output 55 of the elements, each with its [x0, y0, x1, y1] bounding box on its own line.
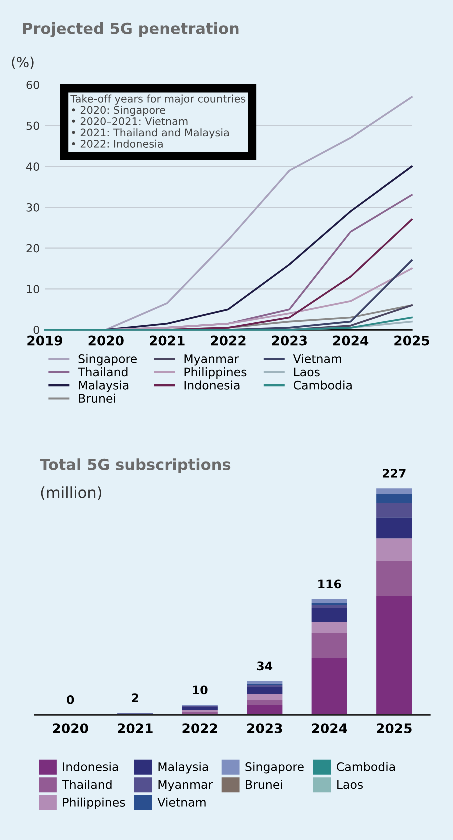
legend-label: Singapore [78, 354, 137, 366]
x-tick-label: 2022 [182, 724, 218, 734]
annotation: • 2021: Thailand and Malaysia [72, 128, 229, 139]
legend-label: Myanmar [158, 780, 214, 792]
y-tick-label: 30 [26, 203, 40, 212]
chart-title: Total 5G subscriptions [40, 458, 231, 474]
y-tick-label: 20 [26, 244, 40, 253]
x-tick-label: 2020 [53, 724, 88, 734]
legend-label: Indonesia [63, 762, 118, 772]
legend-label: Thailand [62, 780, 112, 790]
x-tick-label: 2023 [272, 336, 307, 346]
annotation: 116 [318, 580, 342, 589]
legend-label: Thailand [78, 368, 128, 377]
annotation: 10 [193, 686, 208, 695]
y-tick-label: 50 [26, 122, 40, 130]
legend-label: Myanmar [184, 354, 240, 366]
legend-label: Laos [338, 780, 364, 790]
legend-label: Laos [294, 368, 320, 377]
x-tick-label: 2025 [377, 724, 412, 734]
y-tick-label: 40 [26, 162, 40, 172]
legend-label: Malaysia [79, 380, 129, 392]
legend-label: Cambodia [294, 380, 352, 390]
legend-label: Vietnam [293, 354, 342, 364]
x-tick-label: 2021 [118, 724, 153, 734]
x-tick-label: 2020 [88, 336, 124, 346]
annotation: 34 [257, 662, 273, 671]
annotation: 227 [382, 469, 406, 478]
y-axis-title: (%) [12, 56, 34, 70]
annotation: Take-off years for major countries [70, 94, 246, 105]
y-tick-label: 60 [26, 80, 40, 90]
legend-label: Cambodia [337, 762, 396, 772]
x-tick-label: 2025 [394, 336, 430, 346]
legend-label: Vietnam [158, 798, 206, 807]
x-tick-label: 2024 [312, 724, 348, 734]
legend-label: Philippines [184, 368, 247, 379]
legend-label: Brunei [246, 780, 282, 790]
legend-label: Philippines [63, 798, 126, 810]
annotation: 0 [67, 695, 74, 704]
x-tick-label: 2022 [211, 336, 246, 346]
chart-title: Projected 5G penetration [23, 22, 239, 38]
y-tick-label: 0 [34, 326, 40, 334]
x-tick-label: 2023 [248, 724, 282, 734]
x-tick-label: 2024 [334, 336, 369, 346]
legend-label: Brunei [79, 394, 116, 404]
annotation: • 2022: Indonesia [72, 140, 163, 148]
chart-subtitle: (million) [41, 486, 102, 500]
annotation: • 2020: Singapore [72, 106, 166, 116]
legend-label: Singapore [246, 762, 304, 774]
legend-label: Malaysia [158, 762, 208, 774]
legend-label: Indonesia [184, 380, 240, 390]
annotation: • 2020–2021: Vietnam [72, 117, 188, 126]
y-tick-label: 10 [27, 285, 40, 294]
x-tick-label: 2019 [28, 336, 63, 346]
annotation: 2 [132, 694, 138, 702]
x-tick-label: 2021 [150, 336, 185, 346]
